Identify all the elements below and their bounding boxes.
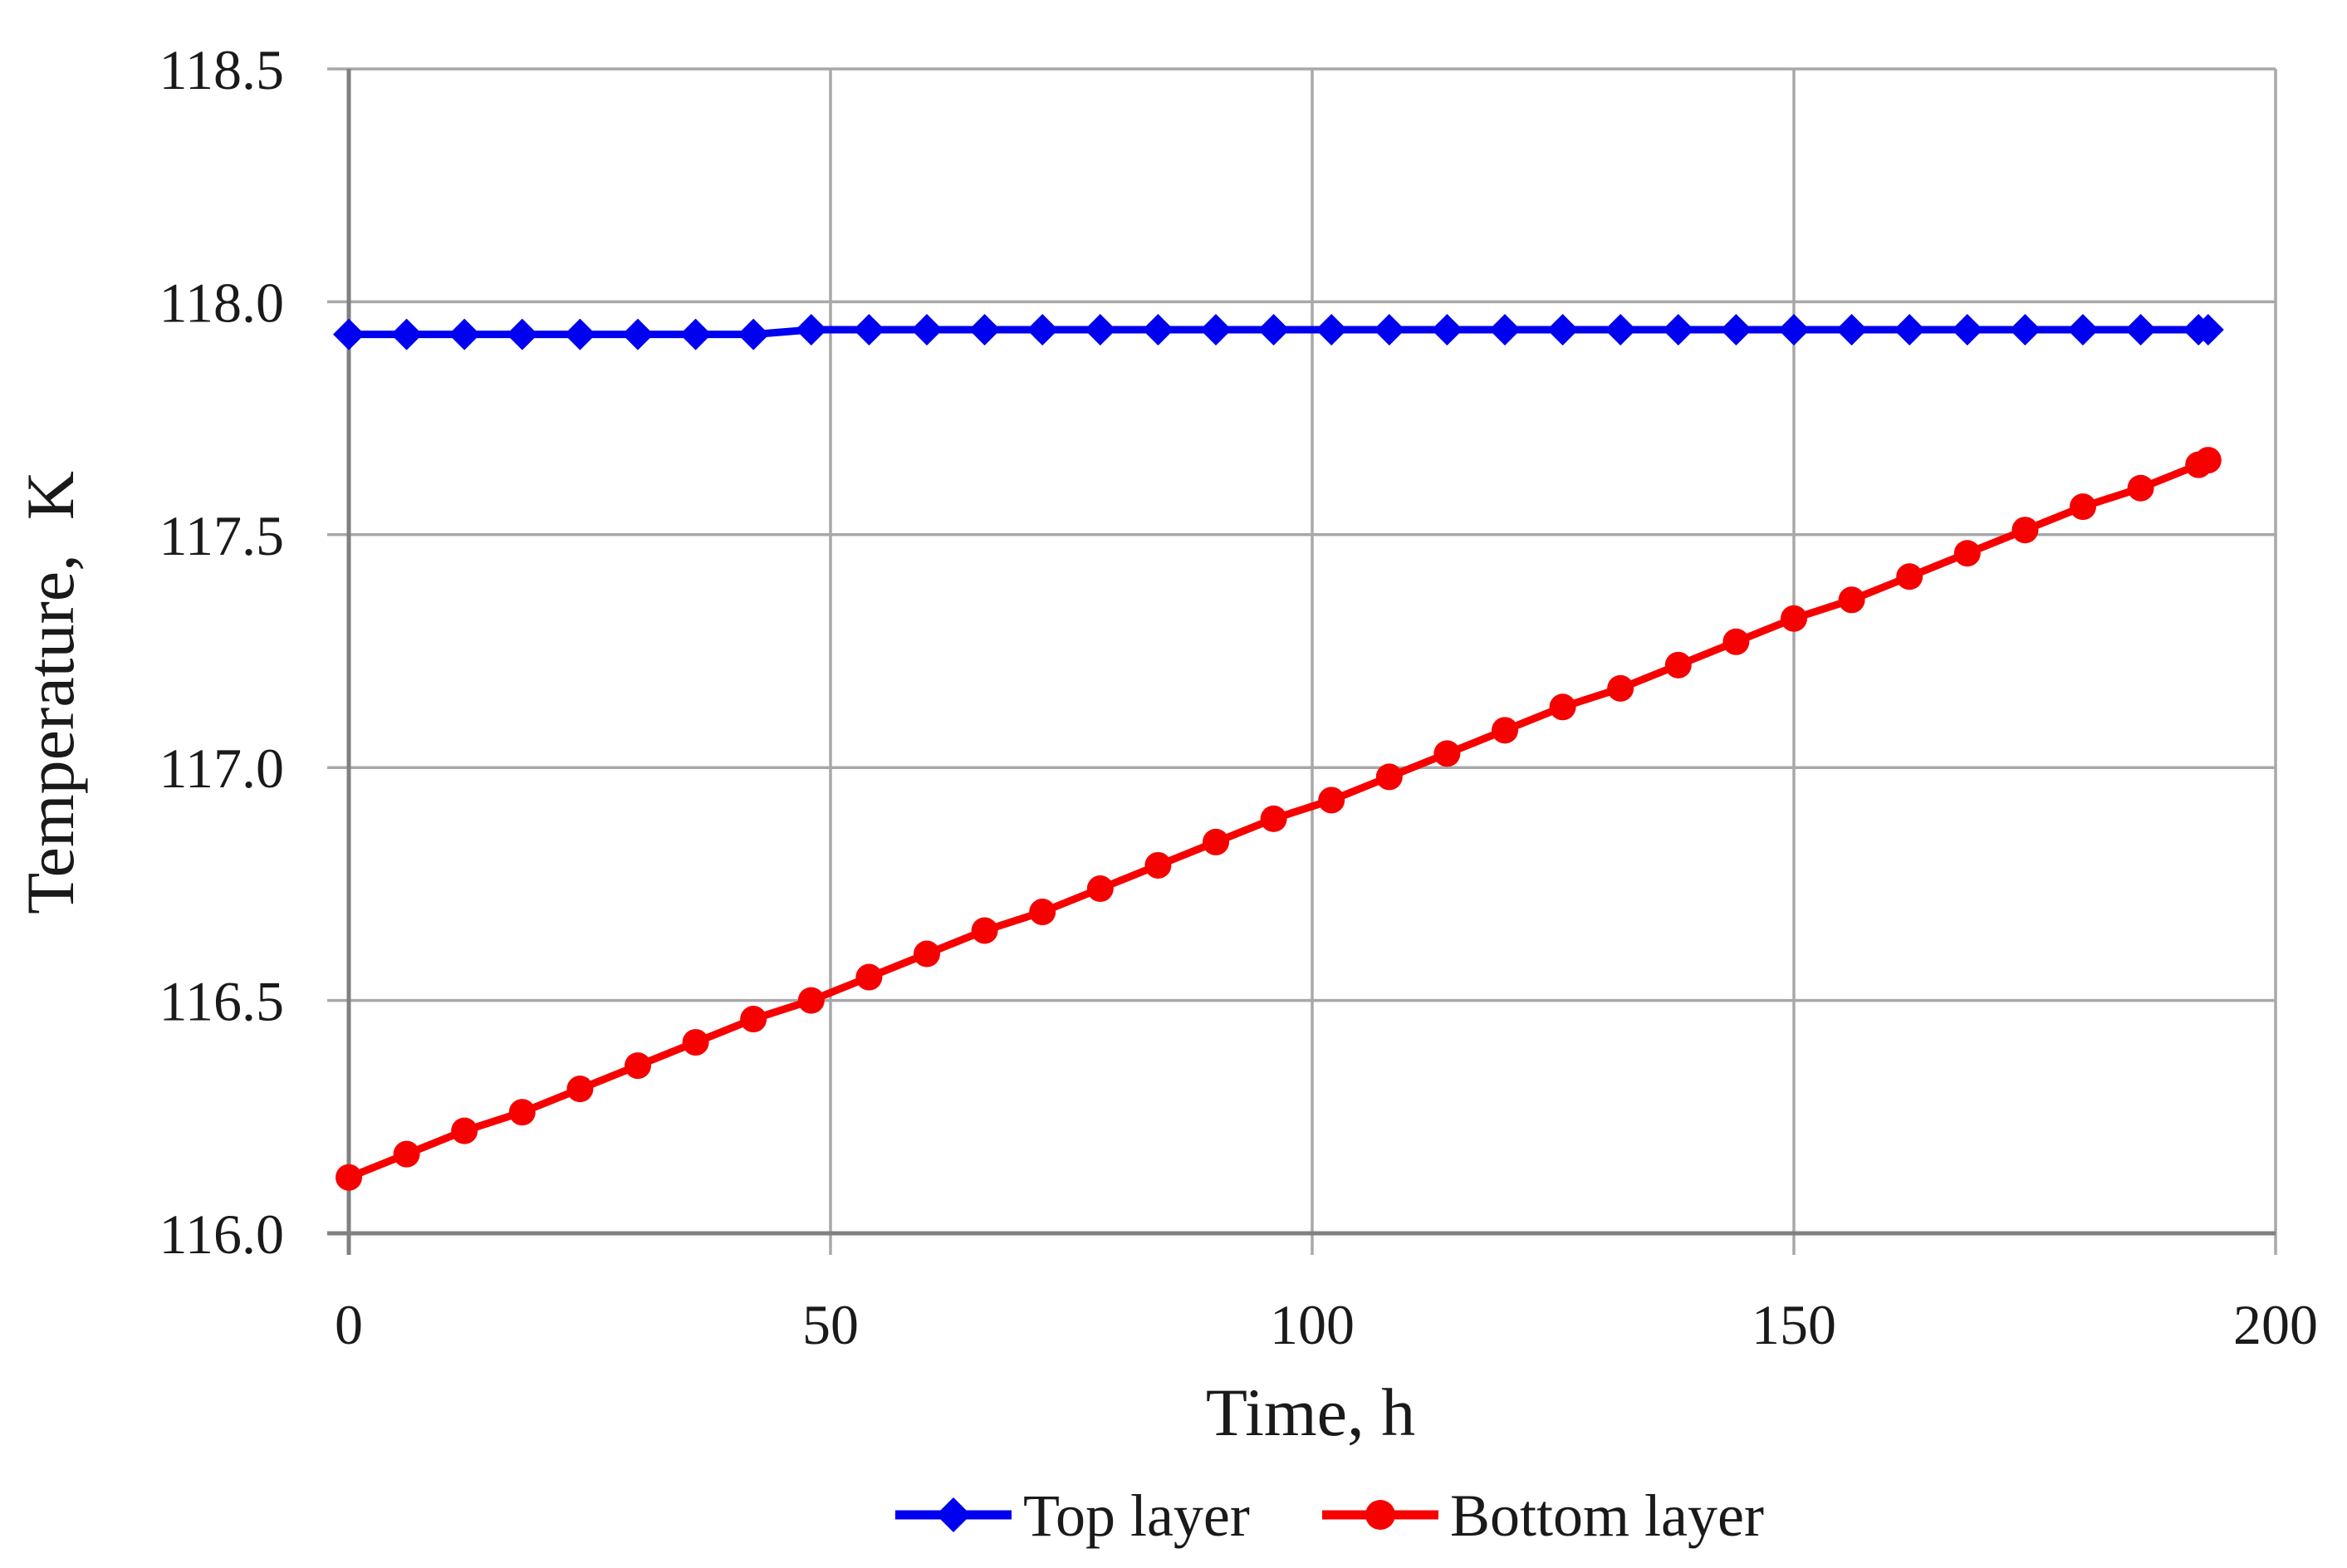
circle-marker bbox=[1664, 651, 1692, 679]
legend-item: Top layer bbox=[895, 1482, 1250, 1549]
y-tick-label: 118.5 bbox=[159, 38, 284, 101]
circle-marker bbox=[1896, 563, 1923, 590]
circle-marker bbox=[625, 1052, 651, 1080]
diamond-marker bbox=[679, 318, 712, 350]
diamond-marker bbox=[333, 318, 365, 350]
diamond-marker bbox=[1546, 314, 1579, 346]
diamond-marker bbox=[936, 1497, 971, 1532]
diamond-marker bbox=[448, 318, 481, 350]
diamond-marker bbox=[1257, 314, 1290, 346]
diamond-marker bbox=[390, 318, 423, 350]
circle-marker bbox=[1318, 786, 1345, 814]
legend-label: Top layer bbox=[1023, 1482, 1250, 1549]
x-tick-label: 100 bbox=[1270, 1293, 1355, 1356]
diamond-marker bbox=[1894, 314, 1926, 346]
diamond-marker bbox=[2124, 314, 2157, 346]
diamond-marker bbox=[853, 314, 885, 346]
circle-marker bbox=[1433, 740, 1461, 767]
circle-marker bbox=[2194, 447, 2222, 474]
diamond-marker bbox=[1084, 314, 1116, 346]
circle-marker bbox=[1838, 586, 1865, 614]
circle-marker bbox=[1260, 805, 1287, 832]
diamond-marker bbox=[1431, 314, 1463, 346]
diamond-marker bbox=[1720, 314, 1752, 346]
circle-marker bbox=[1086, 875, 1114, 903]
diamond-marker bbox=[1373, 314, 1405, 346]
axes bbox=[327, 69, 2276, 1255]
series-line bbox=[347, 457, 2210, 1181]
circle-marker bbox=[797, 987, 825, 1014]
y-axis-title: Temperature, K bbox=[12, 471, 88, 914]
diamond-marker bbox=[1835, 314, 1868, 346]
circle-marker bbox=[1365, 1500, 1395, 1530]
circle-marker bbox=[682, 1029, 709, 1056]
circle-marker bbox=[971, 917, 998, 944]
diamond-marker bbox=[506, 318, 538, 350]
x-axis-tick-labels: 0 50 100 150 200 bbox=[335, 1293, 2318, 1356]
diamond-marker bbox=[911, 314, 943, 346]
circle-marker bbox=[1722, 628, 1750, 655]
series-top-layer bbox=[333, 314, 2224, 350]
y-tick-label: 117.0 bbox=[159, 737, 284, 800]
diamond-marker bbox=[1316, 314, 1348, 346]
y-tick-label: 117.5 bbox=[159, 504, 284, 567]
y-axis-tick-labels: 116.0 116.5 117.0 117.5 118.0 118.5 bbox=[159, 38, 284, 1266]
diamond-marker bbox=[795, 314, 827, 346]
legend-label: Bottom layer bbox=[1450, 1482, 1764, 1549]
circle-marker bbox=[566, 1076, 594, 1103]
circle-marker bbox=[393, 1140, 420, 1168]
circle-marker bbox=[2127, 474, 2154, 502]
circle-marker bbox=[1492, 717, 1518, 744]
circle-marker bbox=[451, 1117, 478, 1144]
circle-marker bbox=[508, 1099, 536, 1126]
legend-item: Bottom layer bbox=[1322, 1482, 1764, 1549]
x-axis-title: Time, h bbox=[1206, 1374, 1415, 1450]
diamond-marker bbox=[1951, 314, 1983, 346]
circle-marker bbox=[336, 1164, 362, 1191]
circle-marker bbox=[855, 963, 883, 991]
circle-marker bbox=[1953, 540, 1981, 567]
legend: Top layer Bottom layer bbox=[895, 1482, 1764, 1549]
diamond-marker bbox=[564, 318, 596, 350]
diamond-marker bbox=[968, 314, 1001, 346]
diamond-marker bbox=[1778, 314, 1810, 346]
circle-marker bbox=[1375, 763, 1403, 791]
diamond-marker bbox=[2009, 314, 2041, 346]
circle-marker bbox=[2011, 517, 2039, 544]
diamond-marker bbox=[622, 318, 654, 350]
x-tick-label: 200 bbox=[2233, 1293, 2318, 1356]
circle-marker bbox=[2070, 493, 2096, 521]
diamond-marker bbox=[1489, 314, 1521, 346]
y-tick-label: 118.0 bbox=[159, 271, 284, 334]
circle-marker bbox=[1607, 674, 1634, 702]
diamond-marker bbox=[1200, 314, 1232, 346]
diamond-marker bbox=[2067, 314, 2099, 346]
circle-marker bbox=[1144, 851, 1172, 879]
y-tick-label: 116.0 bbox=[159, 1203, 284, 1266]
circle-marker bbox=[1029, 899, 1056, 926]
diamond-marker bbox=[1605, 314, 1637, 346]
x-tick-label: 0 bbox=[335, 1293, 363, 1356]
diamond-marker bbox=[1027, 314, 1059, 346]
circle-marker bbox=[914, 940, 940, 968]
series-line bbox=[349, 326, 2208, 339]
diamond-marker bbox=[737, 318, 770, 350]
circle-marker bbox=[1781, 605, 1807, 632]
x-tick-label: 150 bbox=[1752, 1293, 1836, 1356]
circle-marker bbox=[1203, 828, 1229, 855]
gridlines bbox=[327, 67, 2277, 1255]
diamond-marker bbox=[1142, 314, 1174, 346]
circle-marker bbox=[740, 1006, 767, 1033]
series-bottom-layer bbox=[336, 447, 2222, 1191]
diamond-marker bbox=[2192, 314, 2224, 346]
y-tick-label: 116.5 bbox=[159, 970, 284, 1033]
x-tick-label: 50 bbox=[802, 1293, 859, 1356]
circle-marker bbox=[1549, 693, 1576, 721]
diamond-marker bbox=[1662, 314, 1694, 346]
